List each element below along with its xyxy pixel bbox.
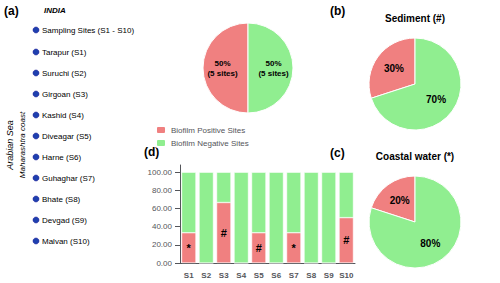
svg-text:Malvan (S10): Malvan (S10) [42, 237, 90, 246]
svg-text:Maharashtra coast: Maharashtra coast [18, 111, 27, 178]
svg-text:Guhaghar (S7): Guhaghar (S7) [42, 174, 95, 183]
svg-text:30%: 30% [384, 63, 404, 74]
svg-text:Girgoan (S3): Girgoan (S3) [42, 90, 88, 99]
svg-text:*: * [187, 242, 192, 254]
svg-text:70%: 70% [426, 94, 446, 105]
svg-text:(5 sites): (5 sites) [258, 69, 289, 78]
svg-text:S1: S1 [184, 271, 194, 280]
svg-text:(5 sites): (5 sites) [207, 69, 238, 78]
svg-text:(a): (a) [4, 4, 19, 18]
svg-text:40.00: 40.00 [152, 222, 173, 231]
svg-text:Tarapur (S1): Tarapur (S1) [42, 48, 87, 57]
svg-text:INDIA: INDIA [44, 6, 66, 15]
svg-text:#: # [256, 242, 262, 254]
svg-text:Kashid (S4): Kashid (S4) [42, 111, 84, 120]
svg-text:20.00: 20.00 [152, 240, 173, 249]
svg-text:S10: S10 [339, 271, 354, 280]
svg-text:S9: S9 [324, 271, 334, 280]
svg-text:Biofilm Positive Sites: Biofilm Positive Sites [171, 126, 245, 135]
svg-text:50%: 50% [265, 59, 281, 68]
svg-text:*: * [292, 242, 297, 254]
svg-text:60.00: 60.00 [152, 204, 173, 213]
svg-text:Arabian Sea: Arabian Sea [5, 120, 15, 171]
svg-text:(c): (c) [330, 146, 345, 160]
svg-text:S5: S5 [254, 271, 264, 280]
svg-text:S3: S3 [219, 271, 229, 280]
svg-text:S8: S8 [306, 271, 316, 280]
svg-text:S4: S4 [236, 271, 246, 280]
svg-text:Suruchi (S2): Suruchi (S2) [42, 69, 87, 78]
svg-text:(b): (b) [330, 4, 345, 18]
svg-text:S2: S2 [201, 271, 211, 280]
svg-text:Sediment (#): Sediment (#) [385, 13, 445, 24]
svg-text:Sampling Sites (S1 - S10): Sampling Sites (S1 - S10) [42, 26, 134, 35]
svg-text:S6: S6 [271, 271, 281, 280]
svg-text:#: # [221, 227, 227, 239]
svg-text:Diveagar (S5): Diveagar (S5) [42, 132, 92, 141]
svg-text:S7: S7 [289, 271, 299, 280]
svg-text:80%: 80% [420, 238, 440, 249]
svg-text:Harne (S6): Harne (S6) [42, 153, 81, 162]
svg-text:20%: 20% [390, 195, 410, 206]
svg-text:Biofilm Negative Sites: Biofilm Negative Sites [171, 139, 249, 148]
svg-text:Devgad (S9): Devgad (S9) [42, 216, 87, 225]
svg-text:0.00: 0.00 [156, 259, 172, 268]
svg-text:Bhate (S8): Bhate (S8) [42, 195, 81, 204]
svg-text:50%: 50% [214, 59, 230, 68]
svg-text:Coastal water (*): Coastal water (*) [376, 151, 454, 162]
svg-text:#: # [343, 234, 349, 246]
svg-text:100.00: 100.00 [148, 168, 173, 177]
svg-text:(d): (d) [144, 145, 160, 159]
svg-text:80.00: 80.00 [152, 186, 173, 195]
